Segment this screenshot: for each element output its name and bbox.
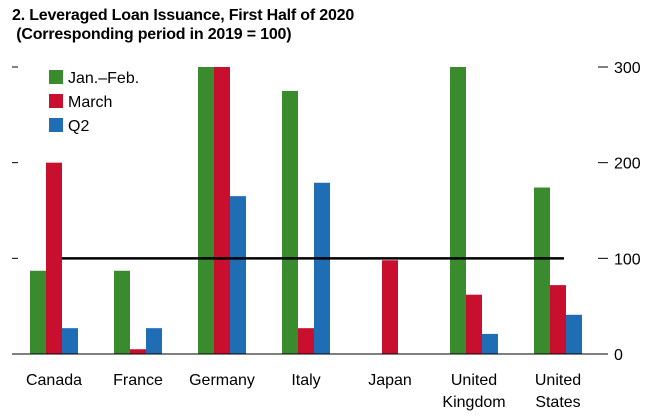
bar-france-1 <box>130 349 146 354</box>
chart-title: 2. Leveraged Loan Issuance, First Half o… <box>12 6 354 44</box>
y-tick-label-300: 300 <box>614 60 641 77</box>
title-line-1: 2. Leveraged Loan Issuance, First Half o… <box>12 7 355 24</box>
x-label-united-kingdom-0: United <box>451 372 497 389</box>
x-label-france-0: France <box>113 372 163 389</box>
y-axis-ticks: 0 100 200 300 <box>12 60 641 364</box>
bar-canada-0 <box>30 270 46 354</box>
legend-label-1: March <box>68 94 112 111</box>
bar-italy-0 <box>282 90 298 355</box>
bar-germany-2 <box>230 196 246 354</box>
y-tick-label-200: 200 <box>614 156 641 173</box>
x-label-germany-0: Germany <box>189 372 255 389</box>
legend-swatch-2 <box>49 118 63 132</box>
x-axis-labels: Canada France Germany Italy Japan United Kingd… <box>26 372 581 411</box>
title-line-2: (Corresponding period in 2019 = 100) <box>16 26 292 43</box>
bar-italy-2 <box>314 182 330 354</box>
x-label-japan-0: Japan <box>368 372 412 389</box>
bar-canada-1 <box>46 162 62 354</box>
x-label-italy-0: Italy <box>291 372 320 389</box>
bar-japan-1 <box>382 260 398 354</box>
bar-france-2 <box>146 328 162 354</box>
y-tick-label-0: 0 <box>614 347 623 364</box>
bar-germany-0 <box>198 67 214 354</box>
x-label-canada-0: Canada <box>26 372 82 389</box>
x-label-united-states-1: States <box>535 394 580 411</box>
legend-label-0: Jan.–Feb. <box>68 70 139 87</box>
x-label-united-states-0: United <box>535 372 581 389</box>
legend-swatch-1 <box>49 94 63 108</box>
bars-group <box>30 67 582 355</box>
bar-canada-2 <box>62 328 78 354</box>
bar-italy-1 <box>298 328 314 354</box>
x-label-united-kingdom-1: Kingdom <box>442 394 505 411</box>
legend-swatch-0 <box>49 70 63 84</box>
bar-united-states-0 <box>534 187 550 354</box>
bar-germany-1 <box>214 67 230 354</box>
bar-united-states-1 <box>550 285 566 354</box>
bar-united-kingdom-1 <box>466 294 482 354</box>
bar-united-kingdom-2 <box>482 333 498 354</box>
bar-france-0 <box>114 270 130 354</box>
legend-label-2: Q2 <box>68 118 89 135</box>
bar-united-kingdom-0 <box>450 67 466 354</box>
y-tick-label-100: 100 <box>614 251 641 268</box>
bar-united-states-2 <box>566 314 582 354</box>
legend: Jan.–Feb. March Q2 <box>49 70 139 135</box>
